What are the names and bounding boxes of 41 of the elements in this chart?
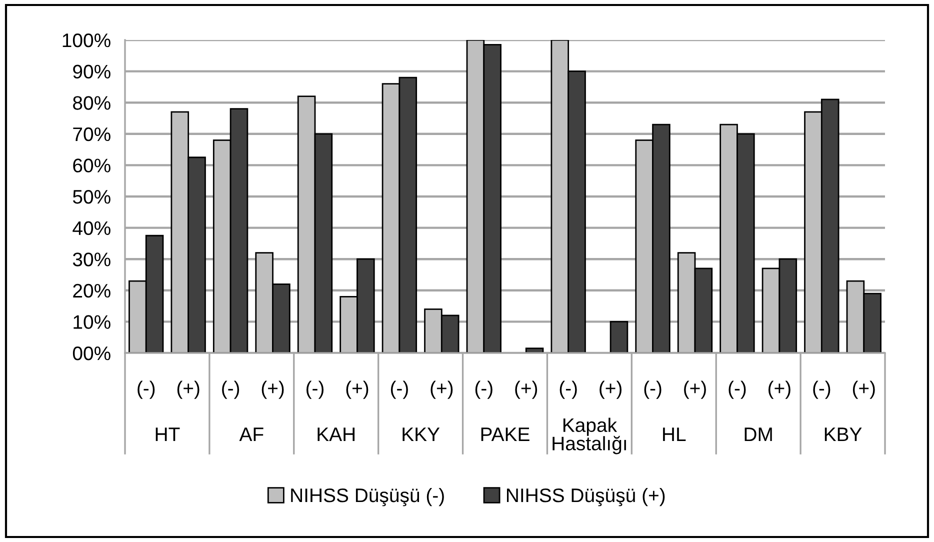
text: KKY [402,428,440,442]
y-tick-label: 80% [73,96,110,110]
x-tick-label: (+) [346,380,368,399]
bar [610,321,628,353]
x-tick-label: (+) [177,380,200,399]
y-tick-label: 00% [72,346,110,360]
x-tick-label: (+) [768,380,790,399]
x-tick-label: (-) [560,380,577,399]
y-tick-label: 70% [73,127,110,142]
y-tick-label: 100% [62,33,110,48]
text: DM [744,428,772,442]
x-tick-label: (+) [515,380,538,399]
y-tick-label: 60% [73,158,110,172]
x-tick-label: (-) [306,380,324,399]
x-tick-label: (-) [475,380,492,399]
legend-label: NIHSS Düşüşü (+) [506,488,665,506]
text: KBY [824,428,862,442]
legend-label: NIHSS Düşüşü (-) [291,488,444,506]
text: HL [663,428,686,442]
text: PAKE [481,428,530,442]
y-tick-label: 40% [72,221,110,236]
x-tick-label: (-) [644,380,662,399]
x-tick-label: (-) [138,380,155,399]
y-tick-label: 20% [73,284,110,298]
x-tick-label: (+) [684,380,706,399]
x-tick-label: (-) [728,380,746,399]
x-tick-label: (-) [222,380,240,399]
x-tick-label: (+) [262,380,284,399]
x-tick-label: (+) [430,380,453,399]
x-tick-label: (+) [852,380,875,399]
text: HT [156,428,180,442]
x-tick-label: (-) [390,380,408,399]
text: KAH [318,428,355,442]
text: AF [239,428,264,442]
y-tick-label: 90% [73,64,110,79]
y-tick-label: 50% [72,190,110,204]
y-tick-label: 10% [74,315,110,329]
x-tick-label: (-) [813,380,830,399]
text: Kapak Hastalığı [552,418,626,454]
y-tick-label: 30% [72,252,110,266]
x-tick-label: (+) [600,380,622,399]
